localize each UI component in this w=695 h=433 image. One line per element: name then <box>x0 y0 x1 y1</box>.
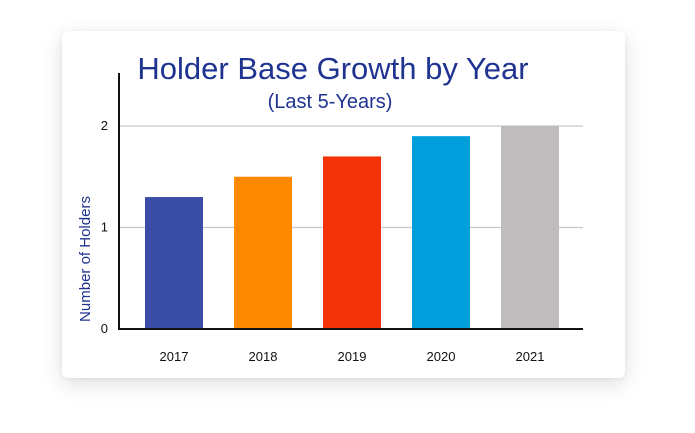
bar-chart: Holder Base Growth by Year (Last 5-Years… <box>77 51 583 364</box>
x-tick-label: 2018 <box>249 349 278 364</box>
chart-card: Holder Base Growth by Year (Last 5-Years… <box>62 31 625 378</box>
bar-2018 <box>234 176 292 329</box>
y-tick-labels: 0 1 2 <box>101 118 108 336</box>
bar-2019 <box>323 156 381 329</box>
x-tick-label: 2021 <box>516 349 545 364</box>
chart-title: Holder Base Growth by Year <box>137 51 528 86</box>
x-tick-label: 2019 <box>338 349 367 364</box>
y-tick-label: 2 <box>101 118 108 133</box>
x-tick-label: 2020 <box>427 349 456 364</box>
y-tick-label: 0 <box>101 321 108 336</box>
y-tick-label: 1 <box>101 220 108 235</box>
bars <box>145 126 559 329</box>
bar-2021 <box>501 126 559 329</box>
bar-2017 <box>145 197 203 329</box>
bar-2020 <box>412 136 470 329</box>
x-tick-label: 2017 <box>160 349 189 364</box>
chart-subtitle: (Last 5-Years) <box>268 91 393 113</box>
x-tick-labels: 2017 2018 2019 2020 2021 <box>160 349 545 364</box>
y-axis-label: Number of Holders <box>77 196 94 322</box>
